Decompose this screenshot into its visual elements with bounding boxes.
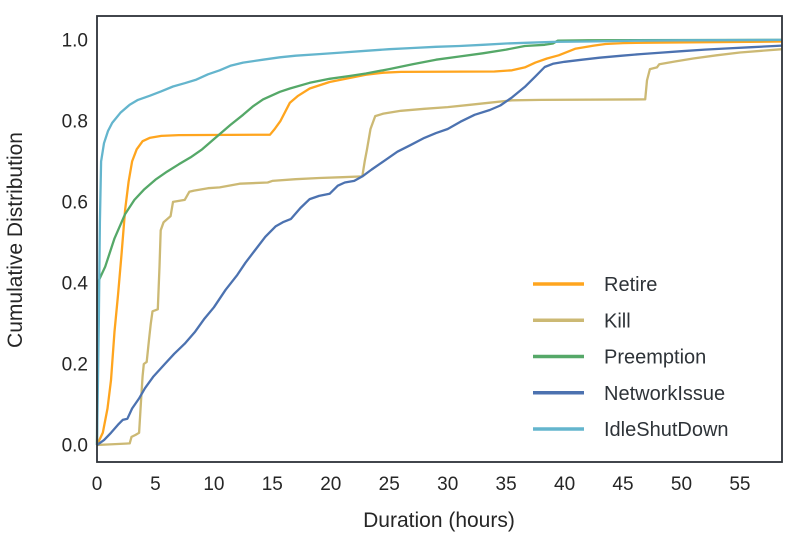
x-axis-label: Duration (hours) — [363, 509, 515, 532]
y-tick-label: 0.4 — [62, 274, 89, 295]
x-tick-label: 15 — [262, 474, 283, 495]
y-tick-label: 1.0 — [62, 30, 88, 51]
series-line-kill — [96, 48, 783, 447]
legend: Retire Kill Preemption NetworkIssue IdleShut… — [533, 274, 729, 441]
plot-border — [96, 15, 783, 463]
legend-label: IdleShutDown — [604, 419, 729, 441]
legend-item-idleshutdown: IdleShutDown — [533, 419, 729, 441]
x-tick-label: 50 — [671, 474, 692, 495]
legend-label: Retire — [604, 274, 657, 296]
y-axis-label: Cumulative Distribution — [4, 132, 27, 348]
series-line-networkissue — [96, 44, 783, 446]
x-tick-label: 40 — [554, 474, 575, 495]
plot-area: 0 5 10 15 20 25 30 35 40 45 50 55 0.0 0.2 0.4 0.6 0.8 1.0 — [62, 15, 783, 495]
x-tick-label: 20 — [320, 474, 341, 495]
legend-item-preemption: Preemption — [533, 347, 706, 369]
x-tick-label: 45 — [612, 474, 633, 495]
x-tick-label: 35 — [496, 474, 517, 495]
series-line-preemption — [95, 38, 783, 446]
series-line-idleshutdown — [95, 38, 783, 446]
legend-label: Preemption — [604, 347, 706, 369]
legend-item-retire: Retire — [533, 274, 657, 296]
y-tick-label: 0.8 — [62, 111, 88, 132]
x-tick-label: 0 — [92, 474, 103, 495]
y-tick-label: 0.0 — [62, 436, 88, 457]
y-tick-label: 0.6 — [62, 192, 88, 213]
legend-label: Kill — [604, 310, 631, 332]
x-tick-label: 5 — [150, 474, 161, 495]
legend-item-networkissue: NetworkIssue — [533, 383, 725, 405]
x-tick-label: 10 — [203, 474, 224, 495]
x-tick-label: 25 — [379, 474, 400, 495]
x-tick-label: 30 — [437, 474, 458, 495]
series-line-retire — [95, 40, 783, 446]
legend-label: NetworkIssue — [604, 383, 725, 405]
legend-item-kill: Kill — [533, 310, 631, 332]
y-tick-label: 0.2 — [62, 355, 88, 376]
x-tick-label: 55 — [729, 474, 750, 495]
